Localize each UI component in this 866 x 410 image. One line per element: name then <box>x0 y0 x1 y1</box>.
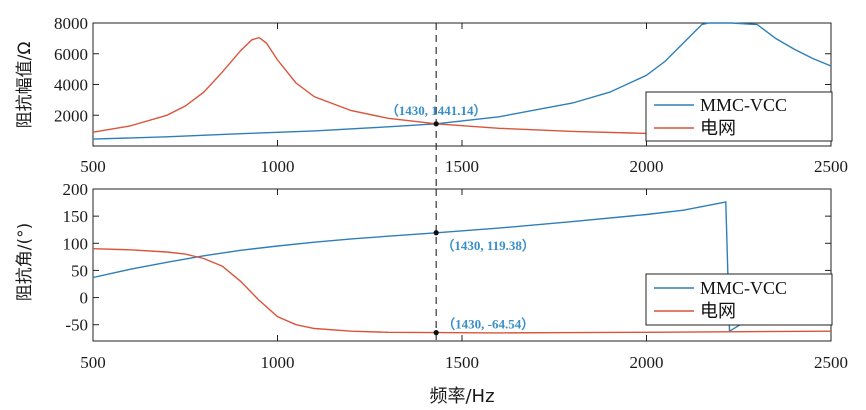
magnitude-intersection-marker <box>433 121 439 127</box>
bot-xtick-label: 1000 <box>261 353 295 372</box>
bot-xtick-label: 2000 <box>630 353 664 372</box>
phase-mmc-annotation: （1430, 119.38） <box>441 238 535 253</box>
magnitude-legend: MMC-VCC 电网 <box>645 91 833 142</box>
phase-mmc-marker <box>433 230 439 236</box>
phase-series-grid-line <box>92 248 832 334</box>
x-axis-label: 频率/Hz <box>429 386 494 407</box>
magnitude-legend-box <box>645 91 833 142</box>
bot-ytick-label: 200 <box>63 180 89 199</box>
magnitude-panel: 2000 4000 6000 8000 500 1000 1500 2000 2500 阻抗幅… <box>15 14 848 186</box>
magnitude-ylabel: 阻抗幅值/Ω <box>15 42 35 129</box>
bot-ytick-label: 50 <box>71 261 88 280</box>
top-xtick-label: 1500 <box>445 157 479 176</box>
magnitude-legend-mmc-label: MMC-VCC <box>700 95 787 115</box>
phase-legend: MMC-VCC 电网 <box>645 273 833 326</box>
top-ytick-label: 4000 <box>54 76 88 95</box>
bot-xtick-label: 2500 <box>814 353 848 372</box>
top-xtick-label: 2000 <box>630 157 664 176</box>
top-xtick-label: 2500 <box>814 157 848 176</box>
bot-xtick-label: 1500 <box>445 353 479 372</box>
bot-ytick-label: 0 <box>80 289 89 308</box>
top-ytick-label: 6000 <box>54 45 88 64</box>
phase-ylabel: 阻抗角/(°) <box>15 223 35 302</box>
bot-xtick-label: 500 <box>80 353 106 372</box>
bot-ytick-label: 100 <box>63 234 89 253</box>
magnitude-series-mmc-line <box>92 22 832 140</box>
top-xtick-label: 1000 <box>261 157 295 176</box>
phase-legend-mmc-label: MMC-VCC <box>700 278 787 298</box>
phase-grid-marker <box>433 330 439 336</box>
magnitude-legend-grid-label: 电网 <box>700 118 736 138</box>
top-xtick-label: 500 <box>80 157 106 176</box>
phase-legend-grid-label: 电网 <box>700 301 736 321</box>
phase-legend-box <box>645 273 833 326</box>
phase-grid-annotation: （1430, -64.54） <box>442 317 534 332</box>
top-ytick-label: 8000 <box>54 14 88 33</box>
magnitude-annotation: （1430, 1441.14） <box>386 103 487 118</box>
top-ytick-label: 2000 <box>54 106 88 125</box>
phase-panel: -50 0 50 100 150 200 500 1000 1500 2000 2500 阻抗角/… <box>15 180 848 372</box>
bot-ytick-label: 150 <box>63 207 89 226</box>
magnitude-series-grid-line <box>92 36 832 138</box>
bot-ytick-label: -50 <box>65 316 88 335</box>
